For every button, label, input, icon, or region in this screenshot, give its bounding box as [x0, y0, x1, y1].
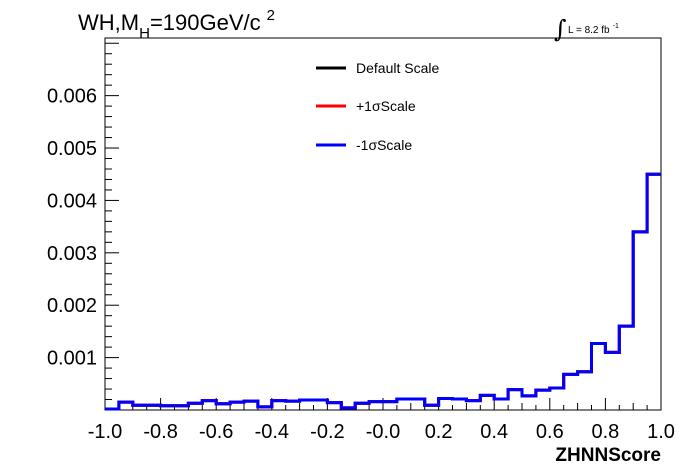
lumi-superscript: -1	[613, 23, 619, 30]
y-tick-label: 0.006	[47, 86, 97, 108]
legend-label-plus1sigma: +1σScale	[356, 98, 416, 114]
legend-entry-plus1sigma: +1σScale	[316, 98, 416, 114]
title-superscript: 2	[267, 7, 275, 24]
y-tick-label: 0.005	[47, 138, 97, 160]
legend-label-minus1sigma: -1σScale	[356, 137, 412, 153]
title-prefix: WH,M	[78, 10, 139, 35]
lumi-text: L = 8.2 fb -1	[568, 23, 619, 36]
x-tick-label: 0.4	[480, 421, 508, 443]
legend-label-default: Default Scale	[356, 60, 439, 76]
series-layer	[105, 172, 661, 411]
lumi-value: L = 8.2 fb	[568, 25, 610, 36]
title-subscript: H	[139, 25, 150, 42]
x-tick-label: 0.2	[425, 421, 453, 443]
legend-entry-default: Default Scale	[316, 60, 439, 76]
y-tick-label: 0.003	[47, 243, 97, 265]
integral-symbol: ∫	[554, 15, 567, 43]
x-tick-label: 1.0	[647, 421, 675, 443]
lumi-label: ∫ L = 8.2 fb -1	[554, 15, 619, 43]
y-tick-label: 0.001	[47, 348, 97, 370]
x-tick-label: -0.4	[255, 421, 289, 443]
y-tick-label: 0.002	[47, 295, 97, 317]
title-suffix: =190GeV/c	[150, 10, 261, 35]
x-tick-label: 0.8	[591, 421, 619, 443]
y-tick-label: 0.004	[47, 190, 97, 212]
x-tick-label: -0.0	[366, 421, 400, 443]
x-tick-label: 0.6	[536, 421, 564, 443]
legend: Default Scale +1σScale -1σScale	[316, 60, 439, 153]
plot-frame	[104, 37, 662, 411]
x-tick-label: -0.2	[310, 421, 344, 443]
x-tick-label: -0.8	[143, 421, 177, 443]
x-axis-title: ZHNNScore	[555, 445, 661, 466]
chart-title: WH,MH=190GeV/c 2	[78, 7, 275, 42]
y-axis: 0.001 0.002 0.003 0.004 0.005 0.006	[47, 42, 119, 401]
x-tick-label: -1.0	[88, 421, 122, 443]
x-tick-label: -0.6	[199, 421, 233, 443]
series-line-2	[105, 172, 661, 411]
legend-entry-minus1sigma: -1σScale	[316, 137, 412, 153]
